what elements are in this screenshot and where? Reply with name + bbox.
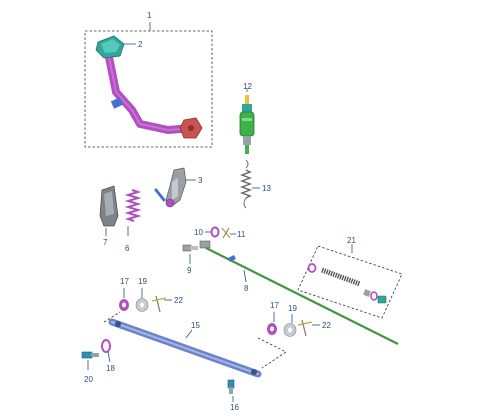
- callout-20[interactable]: 20: [84, 375, 93, 384]
- pedal-bracket[interactable]: [154, 167, 187, 208]
- brake-pedal-arm[interactable]: [104, 48, 196, 134]
- tension-spring[interactable]: [124, 189, 142, 222]
- pedal-assembly-group-box: [84, 30, 213, 148]
- pedal-arm-bushing: [110, 97, 124, 109]
- callout-17-right[interactable]: 17: [270, 301, 279, 310]
- pedal-pivot-end[interactable]: [179, 117, 203, 139]
- callout-8[interactable]: 8: [244, 284, 249, 293]
- cotter-pin-11[interactable]: [221, 227, 231, 239]
- callout-19-right[interactable]: 19: [288, 304, 297, 313]
- washer-17-right[interactable]: [267, 323, 277, 335]
- bolt-16[interactable]: [227, 379, 235, 394]
- callout-12[interactable]: 12: [243, 82, 252, 91]
- callout-3[interactable]: 3: [198, 176, 203, 185]
- callout-2[interactable]: 2: [138, 40, 143, 49]
- washer-19-right[interactable]: [283, 323, 297, 337]
- washer-18[interactable]: [101, 339, 111, 353]
- link-rod[interactable]: [108, 318, 262, 378]
- connector-left: [103, 311, 121, 323]
- callout-9[interactable]: 9: [187, 266, 192, 275]
- cotter-pin-22-left[interactable]: [151, 295, 167, 313]
- callout-11[interactable]: 11: [237, 230, 246, 239]
- callout-6[interactable]: 6: [125, 244, 130, 253]
- callout-7[interactable]: 7: [103, 238, 108, 247]
- callout-1[interactable]: 1: [147, 11, 152, 20]
- adjuster-kit[interactable]: [307, 263, 387, 304]
- bolt-20[interactable]: [81, 351, 99, 359]
- callout-17-left[interactable]: 17: [120, 277, 129, 286]
- washer-17-left[interactable]: [119, 299, 129, 311]
- clevis-10[interactable]: [199, 240, 211, 249]
- callout-10[interactable]: 10: [194, 228, 203, 237]
- pedal-pad[interactable]: [95, 35, 125, 59]
- adjuster-kit-group-box: [297, 245, 403, 319]
- callout-18[interactable]: 18: [106, 364, 115, 373]
- callout-16[interactable]: 16: [230, 403, 239, 412]
- bolt-9[interactable]: [182, 244, 198, 252]
- bracket-pivot-bushing: [165, 198, 175, 208]
- callout-22-right[interactable]: 22: [322, 321, 331, 330]
- connector-right: [257, 337, 287, 369]
- washer-19-left[interactable]: [135, 298, 149, 312]
- cotter-pin-22-right[interactable]: [297, 319, 313, 337]
- shift-rod[interactable]: [205, 247, 399, 345]
- callout-15[interactable]: 15: [191, 321, 200, 330]
- return-spring[interactable]: [240, 159, 252, 209]
- callout-19-left[interactable]: 19: [138, 277, 147, 286]
- callout-22-left[interactable]: 22: [174, 296, 183, 305]
- rubber-boot[interactable]: [99, 185, 119, 227]
- brake-light-switch[interactable]: [239, 95, 255, 154]
- callout-13[interactable]: 13: [262, 184, 271, 193]
- washer-10[interactable]: [210, 226, 220, 238]
- callout-21[interactable]: 21: [347, 236, 356, 245]
